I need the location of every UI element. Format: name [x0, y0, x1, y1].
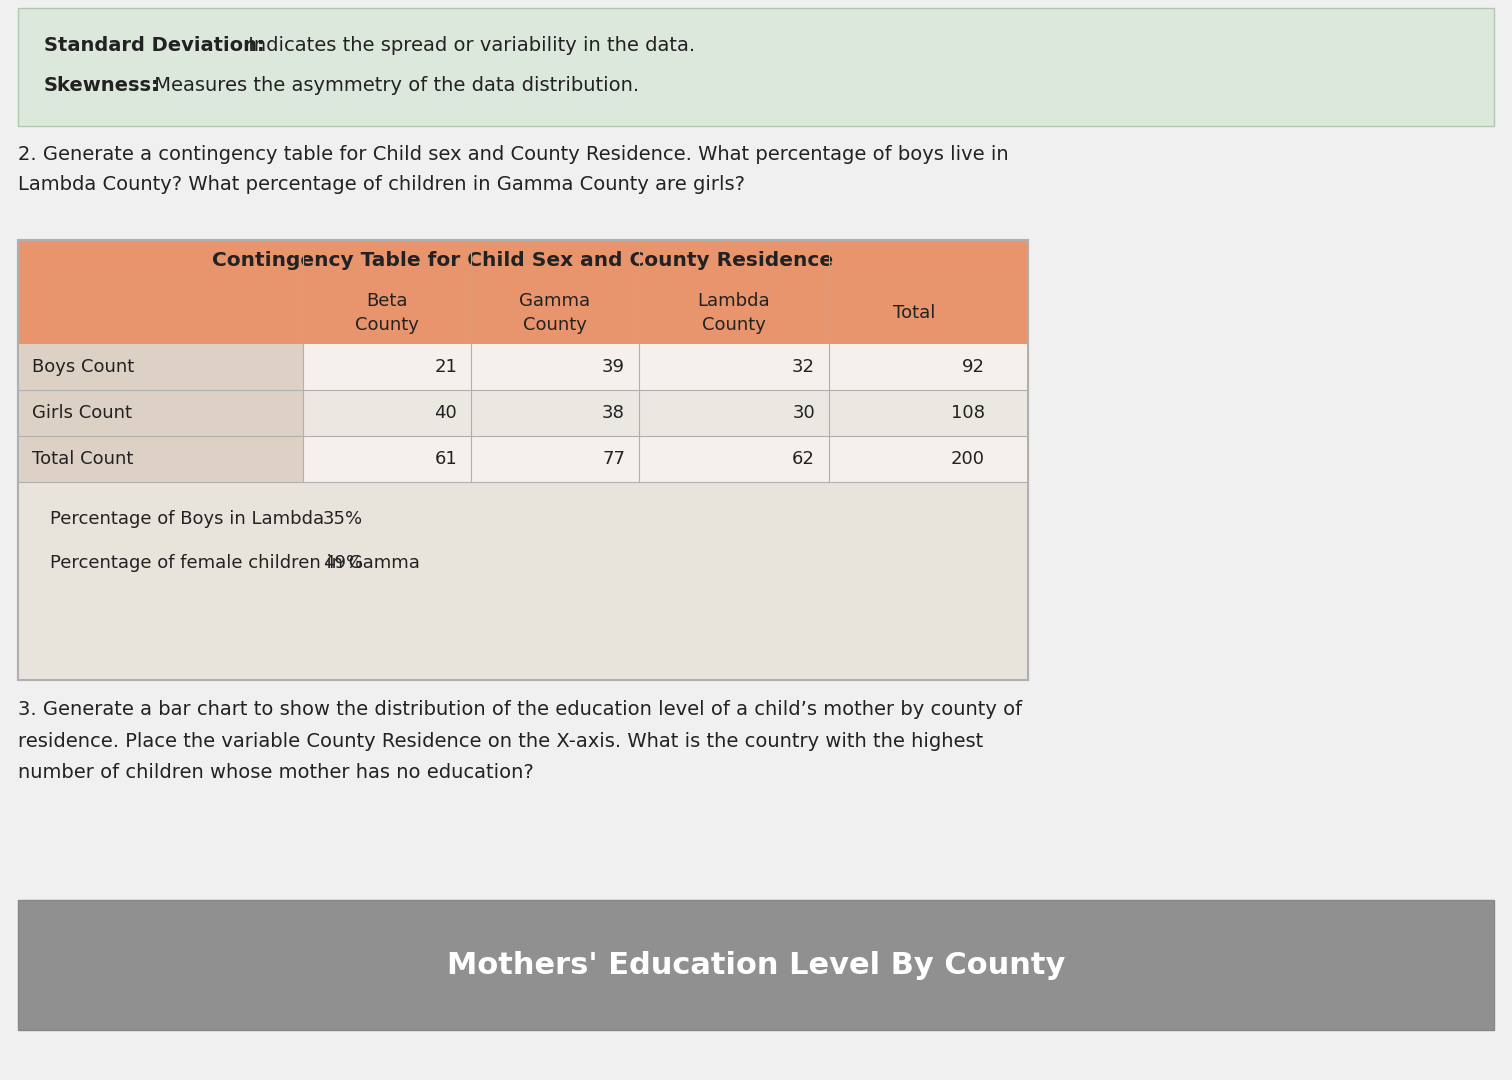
FancyBboxPatch shape: [18, 390, 302, 436]
Text: Contingency Table for Child Sex and County Residence: Contingency Table for Child Sex and Coun…: [213, 252, 833, 270]
FancyBboxPatch shape: [18, 436, 1028, 482]
FancyBboxPatch shape: [18, 240, 1028, 282]
Text: 35%: 35%: [324, 510, 363, 528]
Text: Gamma
County: Gamma County: [520, 293, 591, 334]
Text: Indicates the spread or variability in the data.: Indicates the spread or variability in t…: [242, 36, 696, 55]
FancyBboxPatch shape: [18, 282, 1028, 345]
Text: 92: 92: [962, 357, 984, 376]
Text: 77: 77: [602, 450, 624, 468]
Text: Total Count: Total Count: [32, 450, 133, 468]
FancyBboxPatch shape: [18, 345, 302, 390]
FancyBboxPatch shape: [18, 390, 1028, 436]
Text: 40: 40: [434, 404, 457, 422]
Text: 200: 200: [951, 450, 984, 468]
Text: 2. Generate a contingency table for Child sex and County Residence. What percent: 2. Generate a contingency table for Chil…: [18, 145, 1009, 193]
Text: Total: Total: [892, 303, 936, 322]
Text: Girls Count: Girls Count: [32, 404, 132, 422]
Text: 49%: 49%: [324, 554, 363, 572]
Text: 21: 21: [434, 357, 457, 376]
Text: Measures the asymmetry of the data distribution.: Measures the asymmetry of the data distr…: [148, 76, 640, 95]
Text: 32: 32: [792, 357, 815, 376]
FancyBboxPatch shape: [18, 482, 1028, 680]
FancyBboxPatch shape: [18, 345, 1028, 390]
Text: 38: 38: [602, 404, 624, 422]
Text: 108: 108: [951, 404, 984, 422]
FancyBboxPatch shape: [18, 436, 302, 482]
Text: Boys Count: Boys Count: [32, 357, 135, 376]
Text: 61: 61: [434, 450, 457, 468]
Text: Standard Deviation:: Standard Deviation:: [44, 36, 265, 55]
Text: Beta
County: Beta County: [355, 293, 419, 334]
Text: 39: 39: [602, 357, 624, 376]
Text: 62: 62: [792, 450, 815, 468]
Text: Lambda
County: Lambda County: [697, 293, 770, 334]
Text: Percentage of Boys in Lambda: Percentage of Boys in Lambda: [50, 510, 324, 528]
FancyBboxPatch shape: [18, 240, 1028, 680]
Text: Skewness:: Skewness:: [44, 76, 160, 95]
Text: 3. Generate a bar chart to show the distribution of the education level of a chi: 3. Generate a bar chart to show the dist…: [18, 700, 1022, 783]
Text: Percentage of female children in Gamma: Percentage of female children in Gamma: [50, 554, 420, 572]
FancyBboxPatch shape: [18, 900, 1494, 1030]
Text: 30: 30: [792, 404, 815, 422]
Text: Mothers' Education Level By County: Mothers' Education Level By County: [448, 950, 1064, 980]
FancyBboxPatch shape: [18, 8, 1494, 126]
